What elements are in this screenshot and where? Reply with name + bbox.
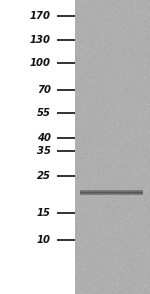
Text: 15: 15: [37, 208, 51, 218]
Text: 100: 100: [30, 58, 51, 68]
Text: 25: 25: [37, 171, 51, 181]
Text: 70: 70: [37, 85, 51, 95]
Bar: [75, 0, 150, 294]
Text: 40: 40: [37, 133, 51, 143]
Text: 170: 170: [30, 11, 51, 21]
Bar: [80, 190, 142, 195]
Text: 130: 130: [30, 35, 51, 45]
Text: 55: 55: [37, 108, 51, 118]
Text: 35: 35: [37, 146, 51, 156]
Text: 10: 10: [37, 235, 51, 245]
